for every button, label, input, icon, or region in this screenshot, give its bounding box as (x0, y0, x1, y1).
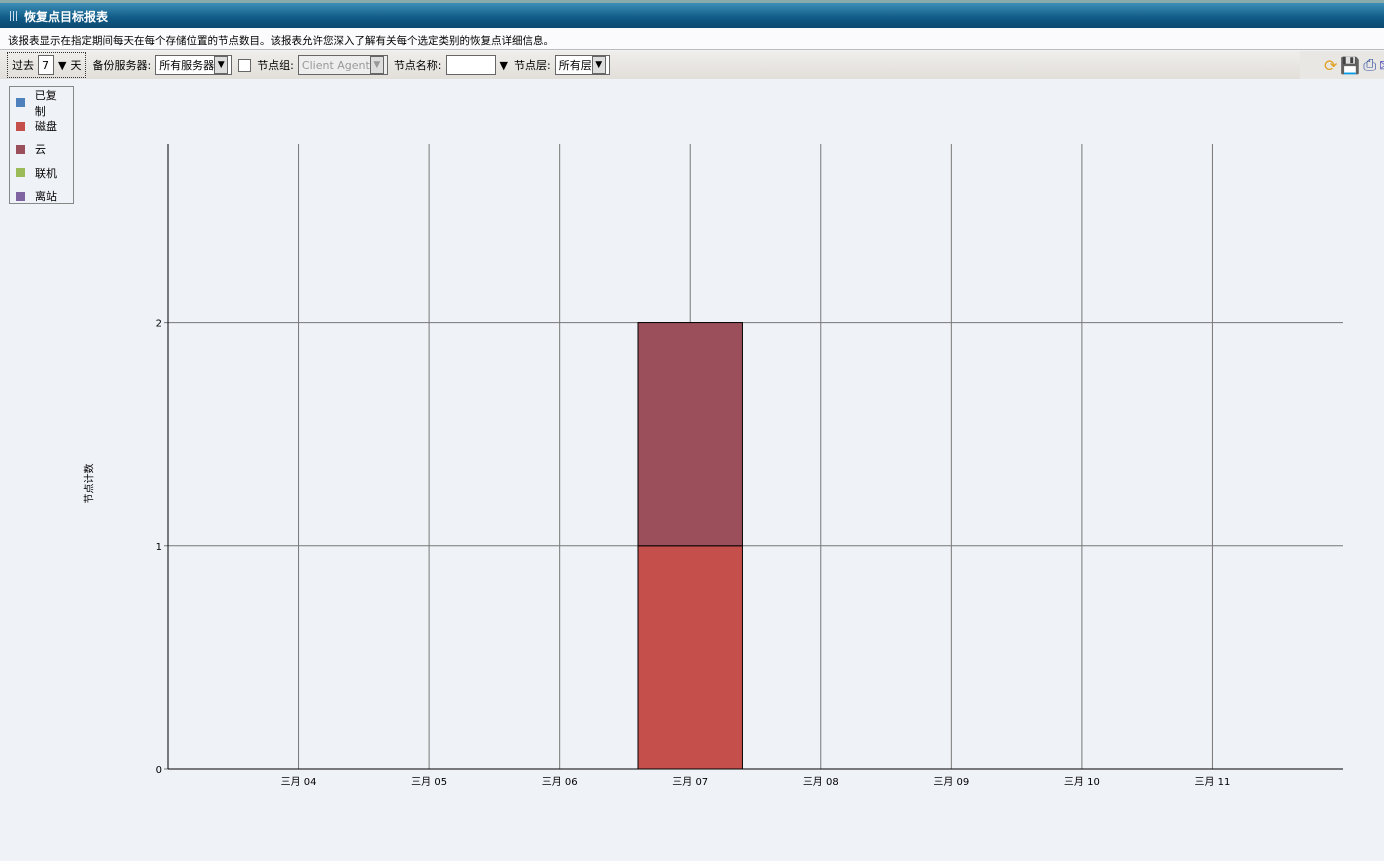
chevron-down-icon[interactable]: ▼ (591, 56, 606, 74)
node-group-checkbox[interactable] (238, 58, 252, 72)
node-tier-label: 节点层: (514, 59, 551, 72)
legend-label: 磁盘 (35, 120, 57, 134)
legend-label: 联机 (35, 166, 57, 180)
grip-icon (10, 11, 18, 21)
legend-item[interactable]: 磁盘 (16, 114, 67, 137)
legend-item[interactable]: 云 (16, 138, 67, 161)
period-filter: 过去 7 ▼ 天 (7, 52, 87, 78)
node-name-input[interactable] (445, 55, 496, 75)
legend-label: 已复制 (34, 88, 57, 118)
legend-item[interactable]: 离站 (16, 185, 67, 208)
node-group-label: 节点组: (257, 59, 294, 72)
report-description: 该报表显示在指定期间每天在每个存储位置的节点数目。该报表允许您深入了解有关每个选… (0, 28, 1384, 50)
node-tier-value: 所有层 (558, 59, 592, 72)
action-toolbar: ⟳ 💾 ⎙ ✉ (1300, 51, 1384, 79)
x-tick-label: 三月 07 (672, 776, 708, 788)
past-label: 过去 (12, 59, 34, 72)
days-unit-label: 天 (70, 59, 82, 72)
days-dropdown-icon[interactable]: ▼ (58, 58, 67, 72)
refresh-icon[interactable]: ⟳ (1324, 55, 1338, 75)
node-name-label: 节点名称: (393, 59, 442, 72)
chevron-down-icon[interactable]: ▼ (369, 56, 384, 74)
legend-swatch (16, 191, 25, 201)
filter-toolbar: 过去 7 ▼ 天 备份服务器: 所有服务器 ▼ 节点组: Client Agent… (0, 51, 1300, 79)
legend-item[interactable]: 已复制 (16, 89, 67, 118)
node-name-dropdown-icon[interactable]: ▼ (499, 58, 508, 72)
save-icon[interactable]: 💾 (1340, 55, 1361, 75)
chevron-down-icon[interactable]: ▼ (214, 56, 229, 74)
y-axis-label: 节点计数 (84, 463, 96, 504)
y-tick-label: 0 (156, 765, 162, 776)
email-icon[interactable]: ✉ (1379, 56, 1384, 75)
x-tick-label: 三月 06 (542, 776, 578, 788)
x-tick-label: 三月 08 (803, 776, 839, 788)
bar-磁盘 (637, 545, 743, 770)
x-tick-label: 三月 11 (1194, 776, 1230, 788)
legend-swatch (16, 144, 25, 154)
window-titlebar: 恢复点目标报表 (0, 0, 1384, 28)
x-tick-label: 三月 05 (411, 776, 447, 788)
legend-swatch (16, 121, 25, 131)
server-value: 所有服务器 (159, 59, 215, 72)
x-tick-label: 三月 10 (1064, 776, 1100, 788)
y-tick-label: 1 (156, 542, 162, 553)
legend-label: 离站 (35, 190, 57, 204)
server-select[interactable]: 所有服务器 ▼ (155, 55, 233, 75)
window-title: 恢复点目标报表 (24, 10, 109, 24)
legend-item[interactable]: 联机 (16, 161, 67, 184)
node-group-value: Client Agent (301, 58, 370, 72)
node-tier-select[interactable]: 所有层 ▼ (554, 55, 610, 75)
legend-swatch (16, 168, 25, 178)
days-input[interactable]: 7 (38, 55, 54, 75)
x-tick-label: 三月 09 (933, 776, 969, 788)
print-icon[interactable]: ⎙ (1363, 55, 1377, 74)
server-label: 备份服务器: (92, 59, 152, 72)
bar-云 (637, 322, 743, 547)
node-group-select[interactable]: Client Agent ▼ (297, 55, 388, 75)
x-tick-label: 三月 04 (281, 776, 317, 788)
y-tick-label: 2 (156, 319, 162, 330)
legend-label: 云 (35, 143, 46, 157)
legend: 已复制磁盘云联机离站 (9, 86, 74, 204)
legend-swatch (16, 98, 25, 108)
